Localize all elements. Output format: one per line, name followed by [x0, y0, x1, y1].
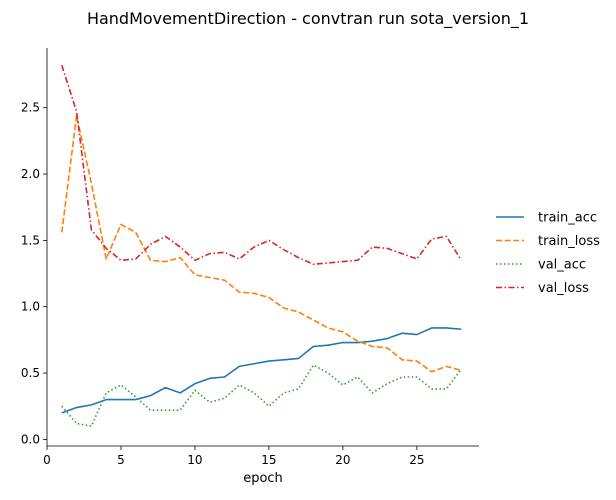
y-tick-label: 2.5 [21, 101, 40, 115]
x-tick-label: 25 [409, 453, 424, 467]
y-tick-label: 1.0 [21, 300, 40, 314]
legend-label: val_loss [538, 281, 589, 296]
legend-label: train_loss [538, 234, 600, 249]
x-axis-label: epoch [243, 471, 283, 486]
series-lines [60, 65, 462, 427]
y-tick-label: 0.5 [21, 366, 40, 380]
chart-title: HandMovementDirection - convtran run sot… [87, 9, 529, 29]
x-tick-label: 0 [43, 453, 51, 467]
axes [46, 48, 479, 447]
y-tick-label: 1.5 [21, 233, 40, 247]
x-tick-label: 20 [335, 453, 350, 467]
legend-label: train_acc [538, 211, 597, 226]
legend-label: val_acc [538, 258, 586, 273]
x-tick-label: 5 [117, 453, 125, 467]
series-line-val-acc [61, 364, 462, 427]
y-tick-label: 0.0 [21, 432, 40, 446]
series-line-train-acc [61, 327, 462, 414]
x-tick-label: 15 [261, 453, 276, 467]
axis-ticks: 0 5 10 15 20 25 0.0 0.5 1.0 1.5 2.0 2.5 [21, 101, 425, 467]
series-line-train-loss [60, 114, 462, 373]
legend: train_acc train_loss val_acc val_loss [496, 211, 600, 296]
x-tick-label: 10 [187, 453, 202, 467]
series-line-val-loss [61, 65, 462, 266]
y-tick-label: 2.0 [21, 167, 40, 181]
